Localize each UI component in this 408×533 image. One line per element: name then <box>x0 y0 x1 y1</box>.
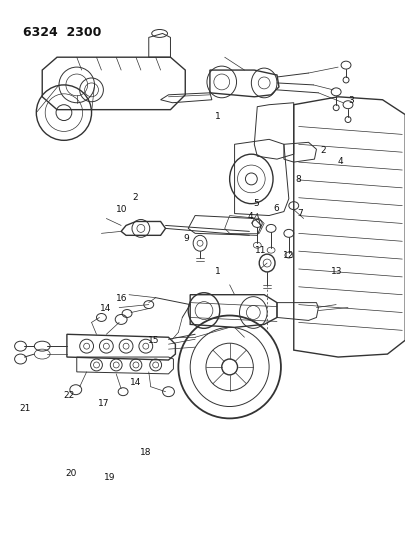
Text: 5: 5 <box>253 199 259 208</box>
Text: 2: 2 <box>320 146 326 155</box>
Text: 9: 9 <box>183 234 189 243</box>
Text: 4: 4 <box>248 212 253 221</box>
Text: 20: 20 <box>66 469 77 478</box>
Text: 18: 18 <box>140 448 151 457</box>
Text: 11: 11 <box>255 246 266 255</box>
Text: 6: 6 <box>274 204 279 213</box>
Text: 16: 16 <box>116 294 127 303</box>
Text: 22: 22 <box>64 391 75 400</box>
Text: 21: 21 <box>19 405 31 414</box>
Text: 15: 15 <box>148 336 160 345</box>
Text: 4: 4 <box>338 157 344 166</box>
Text: 7: 7 <box>298 209 304 218</box>
Text: 8: 8 <box>296 175 302 184</box>
Text: 13: 13 <box>331 267 343 276</box>
Text: 1: 1 <box>215 267 221 276</box>
Text: 6324  2300: 6324 2300 <box>22 26 101 38</box>
Text: 17: 17 <box>98 399 109 408</box>
Text: 2: 2 <box>133 193 138 203</box>
Text: 12: 12 <box>283 252 294 261</box>
Text: 14: 14 <box>130 378 141 387</box>
Text: 3: 3 <box>348 96 354 105</box>
Text: 19: 19 <box>104 473 115 482</box>
Text: 14: 14 <box>100 304 111 313</box>
Text: 1: 1 <box>215 112 221 120</box>
Text: 10: 10 <box>116 205 127 214</box>
